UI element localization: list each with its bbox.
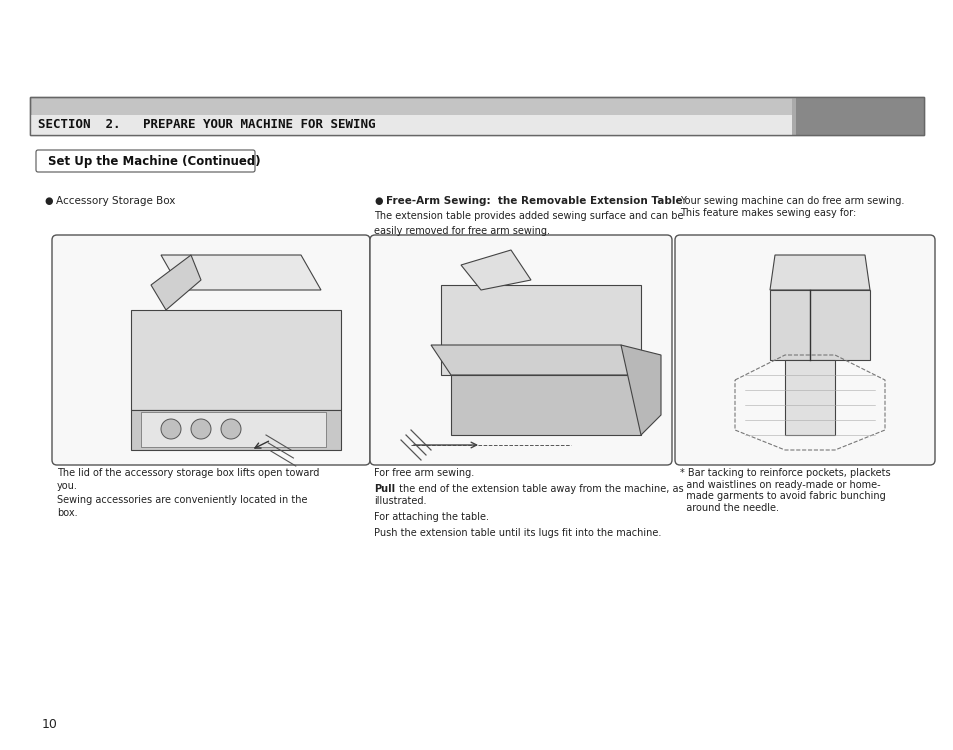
Text: ●: ● bbox=[44, 196, 52, 206]
Text: you.: you. bbox=[57, 481, 78, 491]
Text: The lid of the accessory storage box lifts open toward: The lid of the accessory storage box lif… bbox=[57, 468, 319, 478]
Text: The extension table provides added sewing surface and can be: The extension table provides added sewin… bbox=[374, 211, 682, 221]
FancyBboxPatch shape bbox=[52, 235, 370, 465]
FancyBboxPatch shape bbox=[36, 150, 254, 172]
Bar bbox=[440, 285, 640, 375]
Polygon shape bbox=[151, 255, 201, 310]
Text: ●: ● bbox=[374, 196, 382, 206]
Text: Free-Arm Sewing:  the Removable Extension Table: Free-Arm Sewing: the Removable Extension… bbox=[386, 196, 682, 206]
Bar bbox=[791, 97, 795, 135]
Text: illustrated.: illustrated. bbox=[374, 496, 426, 506]
Text: Sewing accessories are conveniently located in the: Sewing accessories are conveniently loca… bbox=[57, 495, 307, 505]
Text: Push the extension table until its lugs fit into the machine.: Push the extension table until its lugs … bbox=[374, 528, 660, 538]
Bar bbox=[30, 97, 923, 135]
Bar bbox=[131, 310, 340, 410]
Bar bbox=[784, 360, 834, 435]
Text: * Bar tacking to reinforce pockets, plackets
  and waistlines on ready-made or h: * Bar tacking to reinforce pockets, plac… bbox=[679, 468, 890, 513]
Polygon shape bbox=[431, 345, 640, 375]
Bar bbox=[30, 115, 793, 135]
Text: For free arm sewing.: For free arm sewing. bbox=[374, 468, 474, 478]
Polygon shape bbox=[131, 410, 340, 450]
Text: For attaching the table.: For attaching the table. bbox=[374, 512, 489, 522]
Circle shape bbox=[221, 419, 241, 439]
Text: This feature makes sewing easy for:: This feature makes sewing easy for: bbox=[679, 208, 856, 218]
FancyBboxPatch shape bbox=[370, 235, 671, 465]
Polygon shape bbox=[161, 255, 320, 290]
Text: SECTION  2.   PREPARE YOUR MACHINE FOR SEWING: SECTION 2. PREPARE YOUR MACHINE FOR SEWI… bbox=[38, 118, 375, 130]
Text: the end of the extension table away from the machine, as: the end of the extension table away from… bbox=[395, 484, 683, 494]
Bar bbox=[795, 97, 923, 135]
FancyBboxPatch shape bbox=[675, 235, 934, 465]
Bar bbox=[769, 290, 869, 360]
Polygon shape bbox=[451, 375, 640, 435]
Polygon shape bbox=[620, 345, 660, 435]
Bar bbox=[141, 412, 326, 447]
Text: Accessory Storage Box: Accessory Storage Box bbox=[56, 196, 175, 206]
Text: box.: box. bbox=[57, 508, 77, 518]
Bar bbox=[30, 97, 923, 135]
Polygon shape bbox=[460, 250, 531, 290]
Polygon shape bbox=[769, 255, 869, 290]
Circle shape bbox=[191, 419, 211, 439]
Text: Pull: Pull bbox=[374, 484, 395, 494]
Circle shape bbox=[161, 419, 181, 439]
Text: Your sewing machine can do free arm sewing.: Your sewing machine can do free arm sewi… bbox=[679, 196, 903, 206]
Text: Set Up the Machine (Continued): Set Up the Machine (Continued) bbox=[48, 154, 260, 167]
Text: easily removed for free arm sewing.: easily removed for free arm sewing. bbox=[374, 226, 550, 236]
Text: 10: 10 bbox=[42, 718, 58, 731]
